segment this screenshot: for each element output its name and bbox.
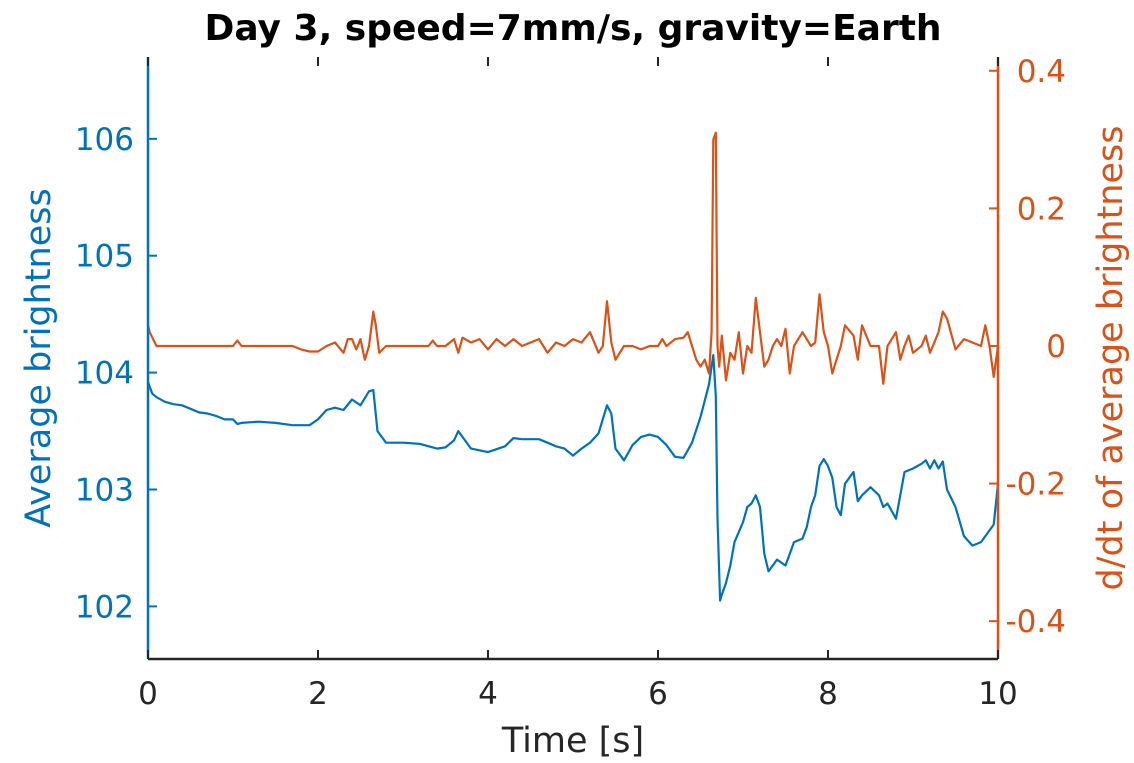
- x-tick-label: 8: [818, 676, 838, 712]
- y-left-tick-label: 103: [75, 473, 134, 509]
- y-left-tick-label: 102: [75, 589, 134, 625]
- x-tick-label: 0: [138, 676, 158, 712]
- plot-area: [148, 57, 998, 659]
- x-tick-label: 6: [648, 676, 668, 712]
- y-axis-left-ticks: 102 103 104 105 106: [75, 122, 157, 625]
- y-axis-right-label: d/dt of average brightness: [1091, 126, 1131, 591]
- y-right-tick-label: 0.2: [1017, 191, 1066, 227]
- x-axis-label: Time [s]: [501, 721, 644, 761]
- x-tick-label: 10: [978, 676, 1017, 712]
- x-tick-label: 4: [478, 676, 498, 712]
- series-line-right: [146, 131, 1000, 385]
- y-right-tick-label: 0.4: [1017, 54, 1066, 90]
- series-line-left: [146, 354, 1000, 602]
- y-axis-right-ticks: -0.4 -0.2 0 0.2 0.4: [989, 54, 1066, 640]
- y-left-tick-label: 104: [75, 356, 134, 392]
- y-axis-left-label: Average brightness: [19, 188, 59, 528]
- y-right-tick-label: -0.4: [1006, 604, 1067, 640]
- chart-title: Day 3, speed=7mm/s, gravity=Earth: [204, 8, 941, 49]
- y-left-tick-label: 106: [75, 122, 134, 158]
- x-tick-label: 2: [308, 676, 328, 712]
- series-group: [146, 131, 1000, 602]
- y-right-tick-label: -0.2: [1006, 467, 1067, 503]
- y-right-tick-label: 0: [1046, 329, 1066, 365]
- x-axis-ticks: 0 2 4 6 8 10: [138, 57, 1018, 712]
- y-left-tick-label: 105: [75, 239, 134, 275]
